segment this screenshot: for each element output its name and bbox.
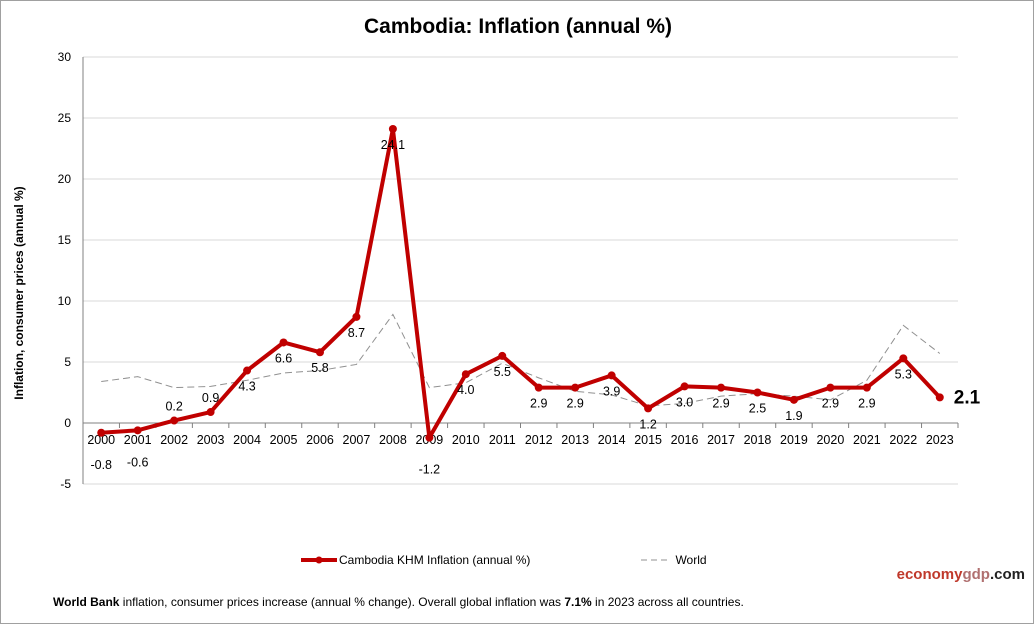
x-tick-label: 2000 <box>87 433 115 447</box>
data-label: 4.3 <box>238 380 255 394</box>
cambodia-data-point <box>461 370 470 379</box>
data-label: 1.2 <box>639 417 656 431</box>
y-tick-label: 10 <box>58 294 72 308</box>
cambodia-data-point <box>206 408 215 417</box>
x-tick-label: 2022 <box>889 433 917 447</box>
data-label: 8.7 <box>348 326 365 340</box>
x-tick-label: 2016 <box>671 433 699 447</box>
cambodia-data-point <box>315 348 324 357</box>
y-tick-label: 20 <box>58 172 72 186</box>
legend-marker-cambodia <box>301 556 337 564</box>
data-label: 6.6 <box>275 351 292 365</box>
data-label: 0.2 <box>165 400 182 414</box>
data-label: 2.9 <box>822 397 839 411</box>
cambodia-data-point <box>534 383 543 392</box>
x-tick-label: 2003 <box>197 433 225 447</box>
data-label: 5.5 <box>494 365 511 379</box>
data-label: 2.9 <box>712 397 729 411</box>
x-tick-label: 2001 <box>124 433 152 447</box>
y-tick-label: 30 <box>58 50 72 64</box>
cambodia-data-point <box>571 383 580 392</box>
x-tick-label: 2023 <box>926 433 954 447</box>
x-tick-label: 2013 <box>561 433 589 447</box>
cambodia-data-point <box>279 338 288 347</box>
data-label: 2.9 <box>858 397 875 411</box>
x-tick-label: 2006 <box>306 433 334 447</box>
plot-area: -5 0 5 10 15 20 25 30 2000 2001 2002 2003 2004 2005 20… <box>58 50 981 491</box>
x-tick-label: 2021 <box>853 433 881 447</box>
x-tick-label: 2017 <box>707 433 735 447</box>
x-tick-label: 2020 <box>816 433 844 447</box>
cambodia-data-point <box>935 393 944 402</box>
x-tick-label: 2005 <box>270 433 298 447</box>
x-tick-label: 2008 <box>379 433 407 447</box>
y-tick-label: 15 <box>58 233 72 247</box>
data-label: 0.9 <box>202 391 219 405</box>
legend-marker-world <box>641 559 670 561</box>
cambodia-data-point <box>243 366 252 375</box>
data-label: 2.5 <box>749 402 766 416</box>
data-label: -0.8 <box>90 458 112 472</box>
x-tick-label: 2011 <box>489 433 516 447</box>
x-tick-label: 2019 <box>780 433 808 447</box>
cambodia-data-point <box>680 382 689 391</box>
x-tick-label: 2015 <box>634 433 662 447</box>
data-label: 4.0 <box>457 383 474 397</box>
data-label: -1.2 <box>419 463 441 477</box>
cambodia-data-point <box>789 395 798 404</box>
cambodia-data-point <box>97 428 106 437</box>
cambodia-data-point <box>170 416 179 425</box>
x-tick-label: 2018 <box>744 433 772 447</box>
data-label: 3.9 <box>603 384 620 398</box>
x-tick-label: 2002 <box>160 433 188 447</box>
data-label: 2.9 <box>530 397 547 411</box>
data-label: 5.8 <box>311 361 328 375</box>
data-label: 2.1 <box>954 387 981 408</box>
y-tick-label: -5 <box>60 477 71 491</box>
cambodia-data-point <box>607 371 616 380</box>
x-tick-label: 2014 <box>598 433 626 447</box>
legend-label-cambodia: Cambodia KHM Inflation (annual %) <box>339 553 531 567</box>
data-label: 3.0 <box>676 395 693 409</box>
x-tick-label: 2012 <box>525 433 553 447</box>
cambodia-data-point <box>133 426 142 435</box>
cambodia-data-point <box>753 388 762 397</box>
data-label: 2.9 <box>566 397 583 411</box>
cambodia-series-line <box>101 126 942 440</box>
y-tick-label: 5 <box>64 355 71 369</box>
cambodia-data-point <box>388 124 397 133</box>
data-label: 24.1 <box>381 138 405 152</box>
y-tick-label: 0 <box>64 416 71 430</box>
cambodia-data-point <box>826 383 835 392</box>
data-label: 5.3 <box>895 367 912 381</box>
data-label: -0.6 <box>127 455 149 469</box>
footnote: World Bank inflation, consumer prices in… <box>53 595 744 609</box>
cambodia-data-point <box>717 383 726 392</box>
cambodia-data-point <box>644 404 653 413</box>
cambodia-data-point <box>498 351 507 360</box>
x-tick-label: 2004 <box>233 433 261 447</box>
data-label: 1.9 <box>785 409 802 423</box>
y-tick-label: 25 <box>58 111 72 125</box>
x-tick-label: 2010 <box>452 433 480 447</box>
legend-label-world: World <box>675 553 707 567</box>
cambodia-data-point <box>425 433 434 442</box>
cambodia-data-point <box>899 354 908 363</box>
legend: Cambodia KHM Inflation (annual %) World <box>299 553 707 567</box>
brand-logo: economygdp.com <box>896 566 1025 583</box>
cambodia-data-point <box>352 312 361 321</box>
x-tick-label: 2007 <box>343 433 371 447</box>
cambodia-data-point <box>862 383 871 392</box>
chart-title: Cambodia: Inflation (annual %) <box>364 15 672 38</box>
